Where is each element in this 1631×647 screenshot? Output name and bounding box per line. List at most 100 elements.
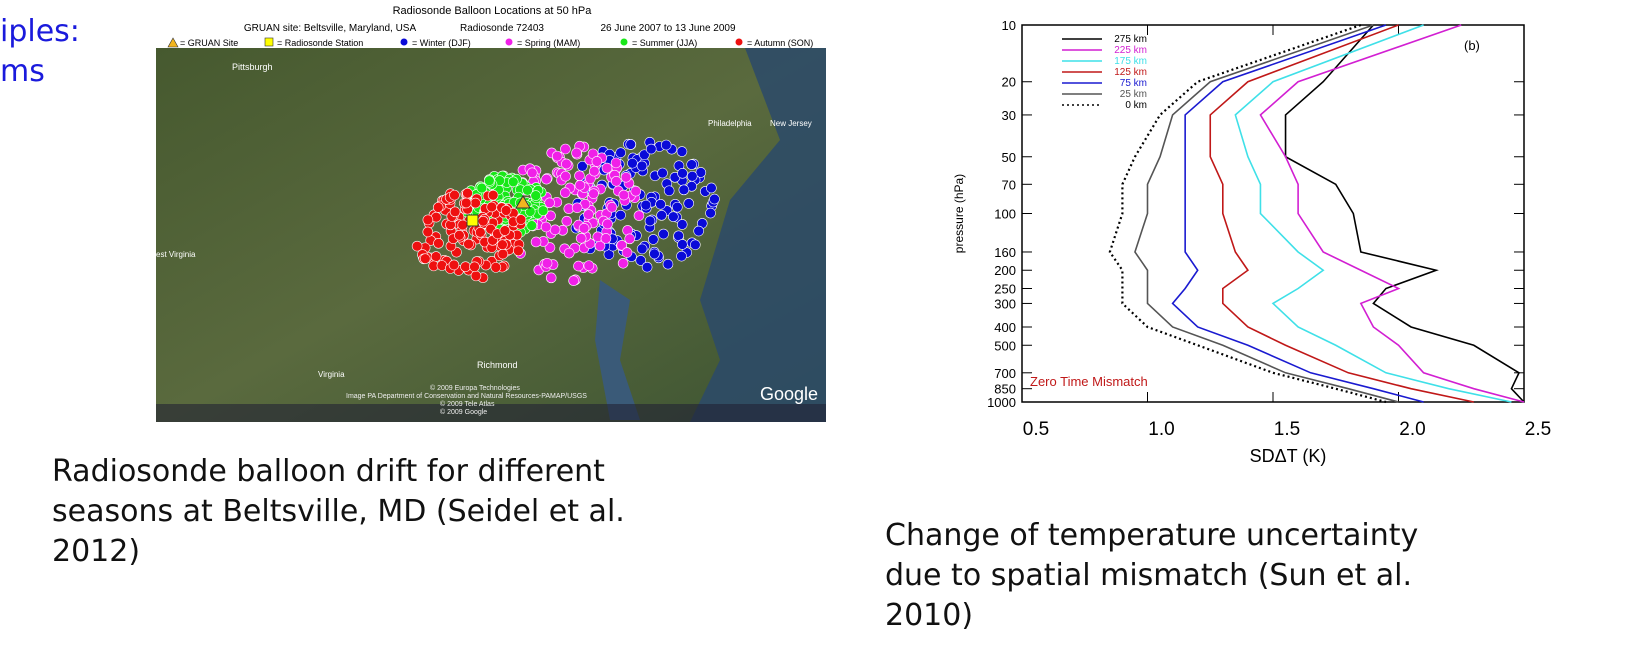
map-label: Richmond (477, 360, 518, 370)
caption-line: 2012) (52, 534, 141, 569)
balloon-point (610, 157, 622, 169)
map-label: Virginia (318, 370, 345, 379)
balloon-point (549, 224, 561, 236)
balloon-point (571, 202, 583, 214)
balloon-point (574, 179, 586, 191)
balloon-point (490, 262, 502, 273)
legend-symbol (167, 37, 179, 48)
map-label: Pittsburgh (232, 62, 273, 72)
balloon-point (693, 225, 704, 237)
x-tick-label: 2.5 (1525, 419, 1551, 440)
title-fragment: iples: (0, 14, 80, 49)
balloon-point (618, 189, 630, 201)
legend-label: 0 km (1125, 100, 1147, 111)
balloon-point (677, 168, 688, 179)
balloon-point (678, 184, 690, 196)
balloon-point (551, 150, 563, 162)
balloon-point (663, 185, 675, 197)
balloon-point (470, 270, 482, 282)
balloon-point (615, 147, 626, 158)
legend-label: 125 km (1114, 67, 1147, 78)
balloon-point (616, 239, 628, 251)
balloon-point (507, 176, 519, 188)
y-tick-label: 10 (1002, 18, 1016, 33)
balloon-point (621, 247, 633, 258)
balloon-point (475, 227, 486, 238)
y-tick-label: 250 (994, 282, 1016, 297)
balloon-point (615, 209, 626, 221)
legend-label: = Radiosonde Station (277, 38, 363, 48)
gruan-site (515, 195, 531, 209)
balloon-point (561, 158, 572, 170)
balloon-point (649, 248, 660, 260)
balloon-point (676, 250, 687, 262)
balloon-point (588, 165, 600, 177)
x-axis-label: SDΔT (K) (1250, 446, 1327, 466)
balloon-point (578, 223, 590, 234)
balloon-point (448, 259, 460, 271)
map-subtitle: 26 June 2007 to 13 June 2009 (600, 23, 736, 34)
y-axis-label: pressure (hPa) (952, 174, 966, 253)
caption: Change of temperature uncertainty due to… (885, 516, 1418, 636)
map-label: Image PA Department of Conservation and … (346, 393, 587, 400)
station (466, 214, 479, 227)
balloon-point (574, 170, 585, 182)
legend-label: = Spring (MAM) (517, 38, 580, 48)
balloon-point (705, 207, 716, 219)
balloon-point (624, 233, 635, 245)
balloon-point (610, 175, 622, 187)
balloon-point (499, 225, 511, 236)
balloon-point (462, 187, 473, 199)
balloon-point (662, 258, 674, 270)
legend-label: = Summer (JJA) (632, 38, 697, 48)
balloon-point (497, 248, 509, 260)
balloon-point (500, 205, 512, 216)
panel-label: (b) (1464, 38, 1480, 53)
y-tick-label: 160 (994, 245, 1016, 260)
title-fragment: ms (0, 54, 45, 89)
map-label: © 2009 Google (440, 408, 487, 416)
legend-label: 75 km (1120, 78, 1147, 89)
y-tick-label: 500 (994, 338, 1016, 353)
legend-label: 225 km (1114, 45, 1147, 56)
balloon-point (686, 159, 697, 170)
balloon-point (645, 143, 657, 155)
legend-label: = GRUAN Site (180, 38, 238, 48)
balloon-point (545, 272, 557, 284)
balloon-point (660, 139, 672, 151)
balloon-point (476, 182, 488, 194)
balloon-point (676, 146, 688, 157)
balloon-point (449, 206, 461, 218)
balloon-point (541, 257, 553, 269)
balloon-point (477, 215, 489, 227)
balloon-point (640, 199, 652, 211)
balloon-point (683, 198, 695, 209)
map-label: © 2009 Europa Technologies (430, 384, 520, 392)
balloon-point (544, 242, 556, 253)
balloon-point (636, 243, 648, 255)
series-line (1259, 24, 1525, 403)
balloon-point (497, 239, 508, 250)
map-label: © 2009 Tele Atlas (440, 400, 495, 408)
balloon-point (454, 229, 465, 241)
legend-symbol (400, 38, 408, 46)
balloon-point (671, 201, 683, 213)
ocean (690, 48, 826, 422)
balloon-point (658, 228, 669, 240)
balloon-point (625, 139, 636, 150)
balloon-point (606, 201, 618, 213)
balloon-point (460, 261, 471, 272)
balloon-point (540, 221, 552, 233)
balloon-point (449, 189, 460, 201)
legend-label: 275 km (1114, 34, 1147, 45)
balloon-point (515, 214, 527, 225)
status-bar (156, 404, 826, 422)
legend-symbol (505, 38, 513, 46)
y-tick-label: 70 (1002, 177, 1016, 192)
y-tick-label: 700 (994, 366, 1016, 381)
annotation: Zero Time Mismatch (1030, 374, 1148, 389)
balloon-point (620, 172, 632, 183)
x-tick-label: 2.0 (1399, 419, 1425, 440)
balloon-point (635, 255, 647, 266)
